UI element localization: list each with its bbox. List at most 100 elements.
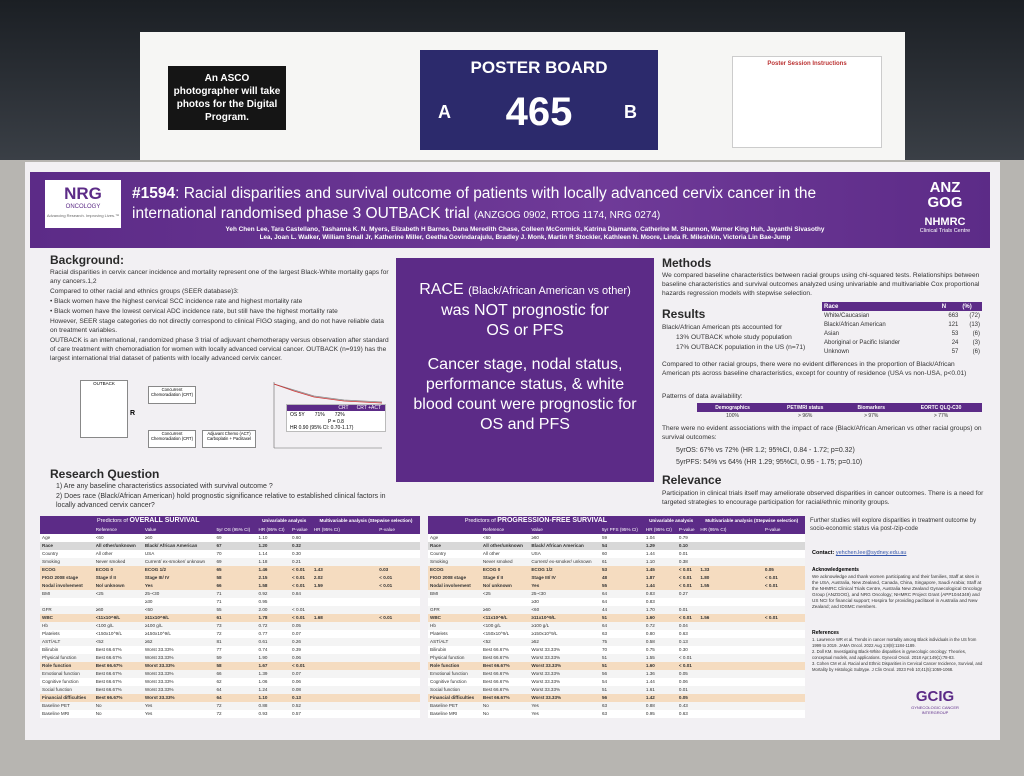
table-cell: 54 <box>601 543 608 548</box>
column-header: P-value <box>762 525 805 534</box>
table-cell: 1.14 <box>258 551 268 556</box>
table-cell: 67 <box>216 543 222 548</box>
key-finding: was NOT prognostic for OS or PFS <box>441 302 609 339</box>
table-cell: 57 <box>951 348 959 355</box>
table-cell: 72 <box>216 703 222 708</box>
table: Predictors of OVERALL SURVIVAL Univariabl… <box>40 516 420 718</box>
table-row: Baseline PET No Yes 72 0.88 0.52 <box>40 702 420 710</box>
list-item: 2) Does race (Black/African American) ho… <box>56 493 386 509</box>
table-row: Race All other/unknown Black/ African Amer… <box>428 542 805 550</box>
km-col: CRT +ACT <box>356 405 381 411</box>
table-cell: 59 <box>216 655 222 660</box>
table: Demographics PET/MRI status Biomarkers EORT… <box>697 403 982 420</box>
table-cell: 0.77 <box>258 631 268 636</box>
table-row: ECOG ECOG 0 ECOG 1/2 65 1.46 < 0.01 1.43 0.03 <box>40 566 420 574</box>
table-cell <box>312 534 377 542</box>
table-cell: Best 66.67% <box>482 671 509 676</box>
table-cell: Emotional function <box>42 671 80 676</box>
table-cell: 64 <box>601 623 608 628</box>
table-cell: 0.63 <box>678 711 688 716</box>
km-curve <box>273 383 383 403</box>
table-cell: 1.80 <box>700 575 710 580</box>
table-cell <box>377 670 420 678</box>
table-cell: ≥52 <box>144 639 153 644</box>
table-cell: ≥60 <box>531 535 539 540</box>
table-cell <box>377 694 420 702</box>
table-cell: Stage I/ II <box>95 575 116 580</box>
km-plot <box>273 382 383 449</box>
table-cell: Aboriginal or Pacific Islander <box>824 339 901 346</box>
table-cell: 24 <box>951 339 959 346</box>
list-item: OUTBACK is an international, randomized … <box>50 337 389 362</box>
further-text: Further studies will explore disparities… <box>810 518 977 532</box>
contact-label: Contact: <box>812 550 835 556</box>
table-cell <box>312 542 377 550</box>
section-heading: Background: <box>50 253 125 267</box>
table-cell: 0.63 <box>678 631 688 636</box>
board-label: POSTER BOARD <box>470 58 608 77</box>
table-cell: <150x10^9/L <box>482 631 510 636</box>
table-cell: < 0.01 <box>379 615 393 620</box>
table-cell <box>698 670 762 678</box>
photo-notice: An ASCO photographer will take photos fo… <box>168 66 286 130</box>
table-cell <box>377 542 420 550</box>
table-cell: 1.10 <box>645 559 655 564</box>
table-cell: <52 <box>95 639 104 644</box>
table-cell: Yes <box>531 583 540 588</box>
table-cell: < 0.01 <box>379 583 393 588</box>
table-cell: 121 <box>948 321 959 328</box>
table-cell: Best 66.67% <box>482 679 509 684</box>
table-cell: 0.60 <box>292 535 301 540</box>
table-cell: 56 <box>601 671 608 676</box>
table-cell <box>312 598 377 606</box>
table-title: Predictors of OVERALL SURVIVAL <box>40 516 257 525</box>
table-cell: Worst 33.33% <box>144 655 174 660</box>
table-cell <box>763 686 805 694</box>
table-cell: Stage III/ IV <box>144 575 170 580</box>
section-heading: Methods <box>662 256 712 270</box>
table-cell <box>312 678 377 686</box>
flow-box: Concurrent Chemoradiation (CRT) <box>148 430 196 448</box>
table-cell: 55 <box>216 607 222 612</box>
column-header <box>40 525 94 534</box>
column-header: Value <box>142 525 215 534</box>
table-cell: Best 66.67% <box>95 687 122 692</box>
table-cell: 0.84 <box>292 591 301 596</box>
section-heading: Results <box>662 307 706 321</box>
results-text: Compared to other racial groups, there w… <box>662 361 967 377</box>
table-cell: 1.61 <box>645 687 655 692</box>
list-item: Racial disparities in cervix cancer inci… <box>50 269 389 285</box>
table-cell: 53 <box>601 567 608 572</box>
table-cell <box>698 598 762 606</box>
key-race: RACE <box>419 281 464 298</box>
table-cell <box>312 694 377 702</box>
table-row: White/Caucasian 663 (72) <box>822 311 982 320</box>
table-cell <box>698 662 762 670</box>
table-cell <box>40 598 94 606</box>
table-cell: 71 <box>216 591 222 596</box>
table-cell: > 97% <box>864 413 879 419</box>
table-cell: No <box>95 711 102 716</box>
table-row: GFR ≥60 <60 55 2.00 < 0.01 <box>40 606 420 614</box>
table-cell: <100 g/L <box>95 623 114 628</box>
table-cell <box>290 598 312 606</box>
column-header: HR (95% CI) <box>256 525 291 534</box>
table-row: AST/ALT <52 ≥52 75 0.58 0.13 <box>428 638 805 646</box>
column-header: EORTC QLQ-C30 <box>900 403 982 412</box>
table-cell: 69 <box>216 559 222 564</box>
table-cell: 71 <box>216 599 222 604</box>
km-curve <box>273 383 383 404</box>
table-cell: 64 <box>216 687 222 692</box>
table-cell: Asian <box>824 330 840 337</box>
table-cell: Cognitive function <box>42 679 79 684</box>
table-cell: 69 <box>216 535 222 540</box>
header-row: Predictors of PROGRESSION-FREE SURVIVAL U… <box>428 516 805 525</box>
table-cell <box>698 702 762 710</box>
table-cell: ≥60 <box>95 607 104 612</box>
table-cell: < 0.01 <box>764 615 778 620</box>
table-cell <box>312 622 377 630</box>
logo-sub: ONCOLOGY <box>65 204 101 210</box>
table-cell: Never smoked <box>482 559 513 564</box>
column-header: Reference <box>93 525 143 534</box>
background-text: Racial disparities in cervix cancer inci… <box>50 268 390 364</box>
